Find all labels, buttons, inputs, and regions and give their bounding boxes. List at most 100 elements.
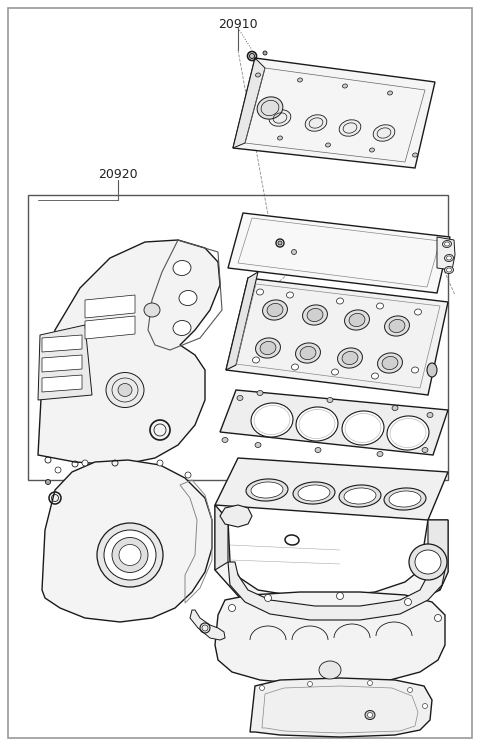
Ellipse shape xyxy=(384,316,409,336)
Ellipse shape xyxy=(157,460,163,466)
Ellipse shape xyxy=(349,313,365,327)
Ellipse shape xyxy=(336,298,344,304)
Ellipse shape xyxy=(251,482,283,498)
Polygon shape xyxy=(437,237,455,270)
Ellipse shape xyxy=(389,491,421,507)
Ellipse shape xyxy=(370,148,374,152)
Ellipse shape xyxy=(173,321,191,336)
Ellipse shape xyxy=(405,598,411,606)
Ellipse shape xyxy=(342,411,384,445)
Text: 20910: 20910 xyxy=(218,18,258,31)
Ellipse shape xyxy=(82,460,88,466)
Ellipse shape xyxy=(296,343,321,363)
Ellipse shape xyxy=(411,367,419,373)
Polygon shape xyxy=(215,505,448,618)
Ellipse shape xyxy=(337,348,362,368)
Ellipse shape xyxy=(260,686,264,691)
Polygon shape xyxy=(220,505,252,527)
Ellipse shape xyxy=(307,308,323,322)
Ellipse shape xyxy=(372,373,379,379)
Ellipse shape xyxy=(298,485,330,501)
Ellipse shape xyxy=(373,125,395,141)
Polygon shape xyxy=(250,678,432,737)
Ellipse shape xyxy=(185,472,191,478)
Ellipse shape xyxy=(300,346,316,360)
Polygon shape xyxy=(85,295,135,318)
Ellipse shape xyxy=(302,305,327,325)
Ellipse shape xyxy=(263,300,288,320)
Ellipse shape xyxy=(305,115,327,131)
Ellipse shape xyxy=(308,682,312,686)
Ellipse shape xyxy=(427,413,433,418)
Polygon shape xyxy=(215,592,445,684)
Ellipse shape xyxy=(237,395,243,401)
Polygon shape xyxy=(228,213,450,293)
Ellipse shape xyxy=(277,136,282,140)
Ellipse shape xyxy=(342,351,358,365)
Ellipse shape xyxy=(345,310,370,330)
Ellipse shape xyxy=(332,369,338,375)
Ellipse shape xyxy=(278,241,282,245)
Ellipse shape xyxy=(173,260,191,275)
Ellipse shape xyxy=(422,448,428,453)
Ellipse shape xyxy=(287,292,293,298)
Polygon shape xyxy=(215,505,228,570)
Ellipse shape xyxy=(112,538,148,572)
Ellipse shape xyxy=(264,595,272,601)
Ellipse shape xyxy=(119,545,141,565)
Ellipse shape xyxy=(104,530,156,580)
Text: 20920: 20920 xyxy=(98,168,138,181)
Ellipse shape xyxy=(434,615,442,621)
Ellipse shape xyxy=(444,266,454,274)
Polygon shape xyxy=(42,355,82,372)
Polygon shape xyxy=(220,390,448,455)
Ellipse shape xyxy=(118,383,132,397)
Ellipse shape xyxy=(408,688,412,692)
Ellipse shape xyxy=(327,398,333,403)
Ellipse shape xyxy=(339,485,381,507)
Ellipse shape xyxy=(291,249,297,254)
Ellipse shape xyxy=(336,592,344,600)
Ellipse shape xyxy=(315,448,321,453)
Ellipse shape xyxy=(106,372,144,407)
Ellipse shape xyxy=(144,303,160,317)
Ellipse shape xyxy=(255,73,261,77)
Ellipse shape xyxy=(246,479,288,501)
Ellipse shape xyxy=(392,406,398,410)
Ellipse shape xyxy=(446,256,452,260)
Ellipse shape xyxy=(251,403,293,437)
Ellipse shape xyxy=(446,268,452,272)
Ellipse shape xyxy=(389,319,405,333)
Ellipse shape xyxy=(319,661,341,679)
Ellipse shape xyxy=(267,304,283,316)
Ellipse shape xyxy=(222,437,228,442)
Ellipse shape xyxy=(387,416,429,450)
Ellipse shape xyxy=(415,309,421,315)
Polygon shape xyxy=(42,335,82,352)
Polygon shape xyxy=(233,58,265,148)
Polygon shape xyxy=(428,520,448,590)
Ellipse shape xyxy=(384,488,426,510)
Ellipse shape xyxy=(427,363,437,377)
Ellipse shape xyxy=(376,303,384,309)
Ellipse shape xyxy=(257,97,283,119)
Ellipse shape xyxy=(252,357,260,363)
Ellipse shape xyxy=(291,364,299,370)
Ellipse shape xyxy=(97,523,163,587)
Ellipse shape xyxy=(344,488,376,504)
Ellipse shape xyxy=(298,78,302,82)
Bar xyxy=(28,195,448,480)
Ellipse shape xyxy=(46,480,50,484)
Ellipse shape xyxy=(444,254,454,262)
Ellipse shape xyxy=(443,240,452,248)
Ellipse shape xyxy=(377,451,383,457)
Ellipse shape xyxy=(387,91,393,95)
Ellipse shape xyxy=(296,407,338,441)
Ellipse shape xyxy=(368,680,372,686)
Polygon shape xyxy=(38,325,92,400)
Ellipse shape xyxy=(55,467,61,473)
Polygon shape xyxy=(215,458,448,520)
Ellipse shape xyxy=(263,51,267,55)
Ellipse shape xyxy=(260,342,276,354)
Ellipse shape xyxy=(343,84,348,88)
